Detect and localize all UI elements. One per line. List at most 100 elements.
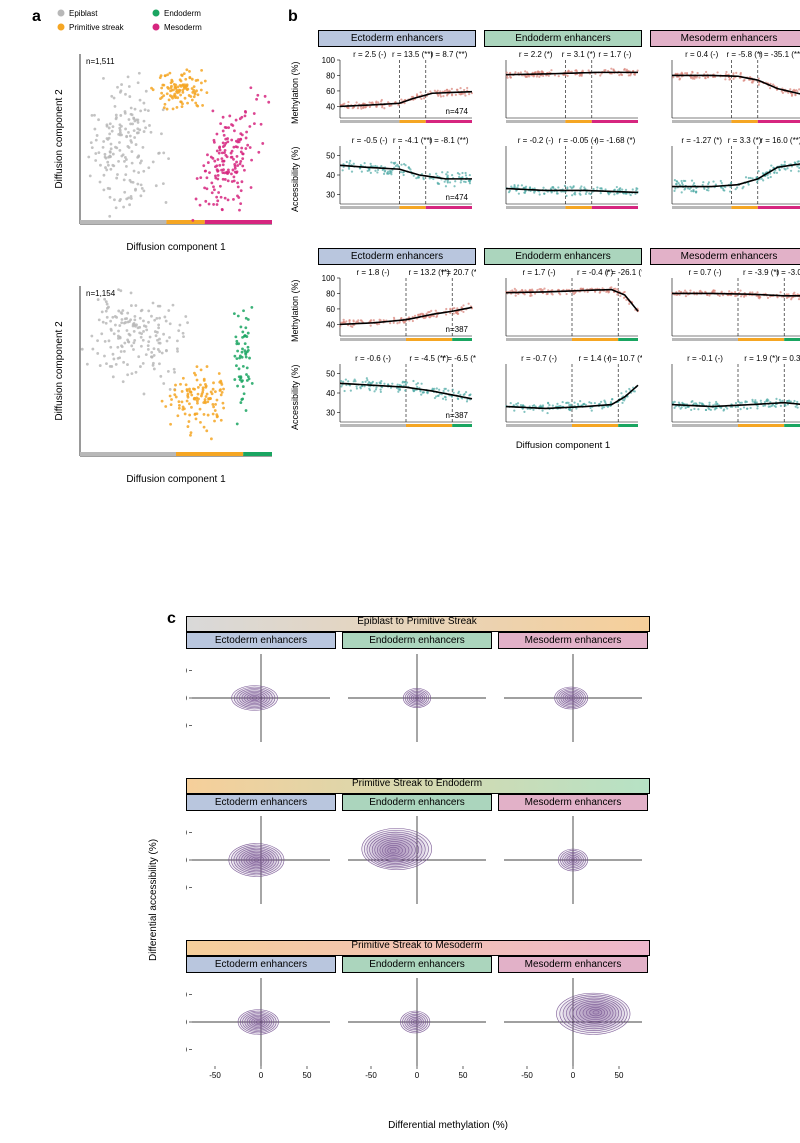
svg-text:-20: -20 (186, 722, 188, 731)
contour-plot: -50 0 50 -20 0 20 (186, 974, 336, 1084)
contour-plot: -20020 (186, 650, 336, 760)
legend: Epiblast Endoderm Primitive streak Mesoderm (55, 6, 315, 40)
svg-text:r = -0.1 (-): r = -0.1 (-) (687, 354, 723, 363)
svg-text:r = -1.68 (*): r = -1.68 (*) (595, 136, 636, 145)
svg-text:60: 60 (326, 87, 335, 96)
svg-text:Endoderm: Endoderm (164, 9, 201, 18)
svg-text:100: 100 (322, 274, 336, 283)
svg-text:r = -0.2 (-): r = -0.2 (-) (518, 136, 554, 145)
enhancer-header: Ectoderm enhancers (186, 794, 336, 811)
svg-text:n=474: n=474 (446, 107, 469, 116)
contour-plot: -20 0 20 (186, 812, 336, 922)
transition-title: Primitive Streak to Endoderm (186, 778, 648, 789)
svg-text:r = 2.5 (-): r = 2.5 (-) (353, 50, 386, 59)
svg-text:r = -26.1 (**): r = -26.1 (**) (606, 268, 642, 277)
svg-text:r = 8.7 (**): r = 8.7 (**) (431, 50, 468, 59)
svg-text:n=1,511: n=1,511 (86, 57, 115, 66)
panel-a-label: a (32, 8, 41, 26)
transition-title: Epiblast to Primitive Streak (186, 616, 648, 627)
svg-text:r = 3.3 (*): r = 3.3 (*) (728, 136, 762, 145)
svg-text:-50: -50 (209, 1071, 221, 1080)
svg-text:30: 30 (326, 190, 335, 199)
svg-text:n=387: n=387 (446, 325, 469, 334)
svg-text:50: 50 (326, 370, 335, 379)
svg-text:r = 1.8 (-): r = 1.8 (-) (356, 268, 389, 277)
mini-plot: r = -1.27 (*) r = 3.3 (*)r = 16.0 (**) (650, 134, 800, 236)
transition-title: Primitive Streak to Mesoderm (186, 940, 648, 951)
svg-text:r = -3.0 (-): r = -3.0 (-) (776, 268, 800, 277)
contour-plot (342, 650, 492, 760)
contour-plot (498, 650, 648, 760)
scatter-endoderm: n=1,154Diffusion component 1Diffusion co… (50, 276, 280, 486)
svg-text:r = -6.5 (**): r = -6.5 (**) (442, 354, 476, 363)
panel-b-xlabel: Diffusion component 1 (318, 440, 800, 451)
row-ylabel: Accessibility (%) (290, 144, 300, 214)
svg-text:r = -5.8 (*): r = -5.8 (*) (726, 50, 763, 59)
enhancer-header: Mesoderm enhancers (498, 632, 648, 649)
svg-text:r = -3.9 (*): r = -3.9 (*) (743, 268, 780, 277)
svg-text:r = -35.1 (**): r = -35.1 (**) (759, 50, 800, 59)
row-ylabel: Accessibility (%) (290, 362, 300, 432)
svg-text:50: 50 (615, 1071, 624, 1080)
mini-plot: r = -0.7 (-)r = 1.4 (-)r = 10.7 (**) (484, 352, 642, 454)
svg-text:r = -0.5 (-): r = -0.5 (-) (352, 136, 388, 145)
svg-text:20: 20 (186, 991, 188, 1000)
enhancer-header: Endoderm enhancers (342, 794, 492, 811)
svg-text:40: 40 (326, 389, 335, 398)
svg-text:Diffusion component 2: Diffusion component 2 (54, 89, 65, 189)
contour-plot (342, 812, 492, 922)
svg-text:80: 80 (326, 289, 335, 298)
svg-text:r = -8.1 (**): r = -8.1 (**) (429, 136, 469, 145)
svg-text:r = 2.2 (*): r = 2.2 (*) (519, 50, 553, 59)
figure: a b c EpiblastEndodermPrimitive streakMe… (0, 0, 800, 1143)
svg-text:-50: -50 (521, 1071, 533, 1080)
svg-text:-20: -20 (186, 1046, 188, 1055)
mini-plot: r = -0.5 (-)r = -4.1 (**)r = -8.1 (**)30… (318, 134, 476, 236)
svg-text:20: 20 (186, 667, 188, 676)
enhancer-header: Endoderm enhancers (484, 30, 642, 47)
svg-text:r = 16.0 (**): r = 16.0 (**) (760, 136, 800, 145)
svg-text:0: 0 (415, 1071, 420, 1080)
svg-text:40: 40 (326, 171, 335, 180)
svg-text:r = -0.05 (-): r = -0.05 (-) (558, 136, 599, 145)
svg-text:n=387: n=387 (446, 411, 469, 420)
svg-text:100: 100 (322, 56, 336, 65)
enhancer-header: Ectoderm enhancers (186, 632, 336, 649)
svg-text:Mesoderm: Mesoderm (164, 23, 202, 32)
svg-text:n=1,154: n=1,154 (86, 289, 116, 298)
svg-text:0: 0 (186, 1018, 188, 1027)
panel-c-label: c (167, 610, 176, 628)
mini-plot: r = -0.6 (-)r = -4.5 (**)r = -6.5 (**)30… (318, 352, 476, 454)
enhancer-header: Ectoderm enhancers (318, 248, 476, 265)
svg-text:0: 0 (186, 856, 188, 865)
svg-text:50: 50 (326, 152, 335, 161)
svg-text:50: 50 (303, 1071, 312, 1080)
svg-text:Epiblast: Epiblast (69, 9, 98, 18)
svg-text:r = -0.6 (-): r = -0.6 (-) (355, 354, 391, 363)
svg-text:r = -0.7 (-): r = -0.7 (-) (521, 354, 557, 363)
svg-text:Diffusion component 1: Diffusion component 1 (126, 474, 226, 485)
svg-text:80: 80 (326, 71, 335, 80)
panel-c-xlabel: Differential methylation (%) (268, 1120, 628, 1131)
svg-text:r = 1.7 (-): r = 1.7 (-) (522, 268, 555, 277)
row-ylabel: Methylation (%) (290, 58, 300, 128)
enhancer-header: Mesoderm enhancers (498, 956, 648, 973)
svg-text:0: 0 (259, 1071, 264, 1080)
svg-text:-50: -50 (365, 1071, 377, 1080)
enhancer-header: Mesoderm enhancers (498, 794, 648, 811)
svg-text:Primitive streak: Primitive streak (69, 23, 125, 32)
svg-text:n=474: n=474 (446, 193, 469, 202)
svg-text:r = 13.5 (**): r = 13.5 (**) (392, 50, 433, 59)
svg-text:r = 0.4 (-): r = 0.4 (-) (685, 50, 718, 59)
svg-text:20: 20 (186, 829, 188, 838)
svg-text:r = 1.9 (*): r = 1.9 (*) (744, 354, 778, 363)
svg-text:-20: -20 (186, 884, 188, 893)
enhancer-header: Ectoderm enhancers (318, 30, 476, 47)
svg-text:r = -1.27 (*): r = -1.27 (*) (681, 136, 722, 145)
enhancer-header: Endoderm enhancers (342, 956, 492, 973)
svg-text:40: 40 (326, 102, 335, 111)
enhancer-header: Endoderm enhancers (342, 632, 492, 649)
svg-text:r = 0.3 (-): r = 0.3 (-) (778, 354, 800, 363)
svg-text:r = 1.7 (-): r = 1.7 (-) (598, 50, 631, 59)
svg-text:r = 20.7 (**): r = 20.7 (**) (442, 268, 476, 277)
